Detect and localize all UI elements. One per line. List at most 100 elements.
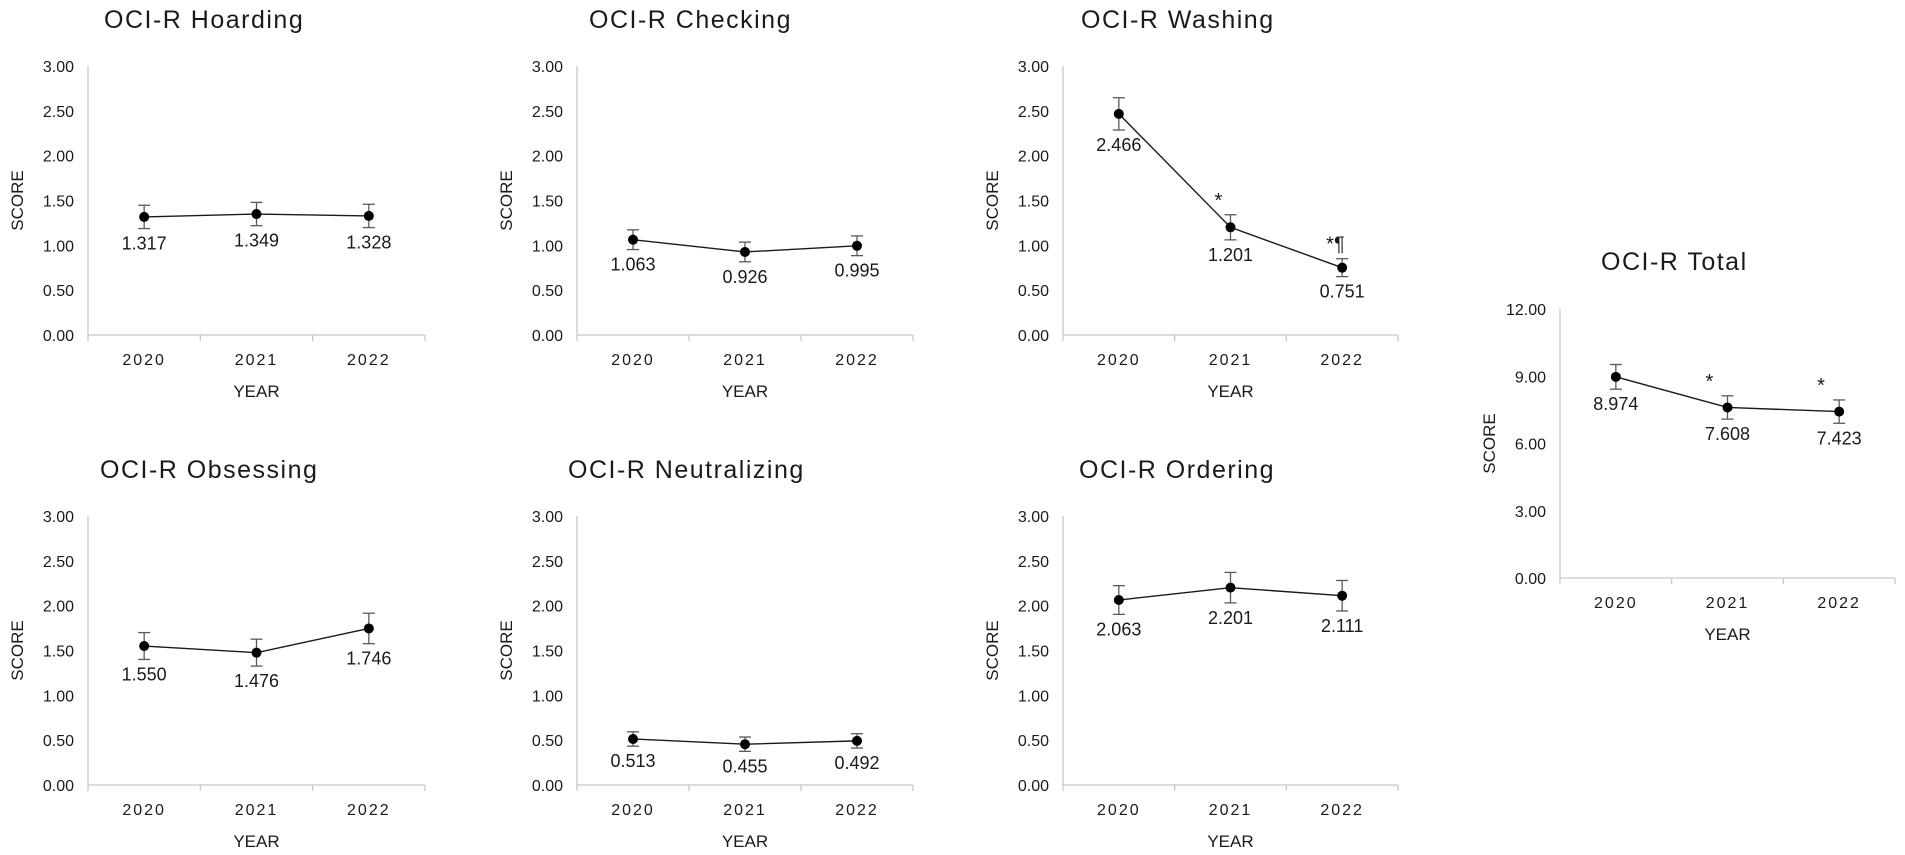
x-tick-label: 2022 (835, 352, 879, 369)
chart-neutralizing: OCI-R Neutralizing 0.00 0.50 1.00 1.50 2.00 2.… (497, 456, 914, 851)
y-tick-label: 0.50 (43, 733, 74, 750)
chart-title: OCI-R Obsessing (100, 456, 318, 484)
data-point (363, 623, 374, 634)
chart-checking: OCI-R Checking 0.00 0.50 1.00 1.50 2.00 2.50 3.… (497, 6, 914, 401)
y-tick-label: 0.50 (1018, 283, 1049, 300)
x-axis-title: YEAR (722, 832, 768, 851)
significance-marker: * (1817, 375, 1825, 397)
data-label: 1.550 (122, 664, 167, 684)
x-tick-label: 2020 (611, 802, 655, 819)
data-label: 0.926 (722, 267, 767, 287)
y-tick-label: 2.50 (532, 554, 563, 571)
y-tick-label: 0.50 (43, 283, 74, 300)
x-tick-label: 2021 (723, 352, 767, 369)
y-tick-label: 12.00 (1506, 302, 1546, 319)
y-axis-title: SCORE (8, 170, 27, 230)
y-axis-title: SCORE (497, 170, 516, 230)
y-tick-label: 1.00 (532, 238, 563, 255)
significance-marker: * (1706, 371, 1714, 393)
y-tick-label: 3.00 (532, 59, 563, 76)
chart-title: OCI-R Total (1601, 248, 1748, 276)
data-label: 1.063 (610, 255, 655, 275)
y-tick-label: 2.00 (1018, 599, 1049, 616)
y-tick-label: 2.50 (1018, 104, 1049, 121)
y-tick-label: 9.00 (1515, 369, 1546, 386)
x-tick-label: 2022 (1817, 595, 1861, 612)
y-tick-label: 2.00 (532, 599, 563, 616)
data-label: 1.317 (122, 234, 167, 254)
y-tick-label: 0.00 (43, 778, 74, 795)
data-point (1337, 590, 1348, 601)
y-tick-label: 1.00 (532, 688, 563, 705)
significance-marker: *¶ (1326, 234, 1345, 256)
y-tick-label: 1.50 (1018, 644, 1049, 661)
data-point (628, 234, 638, 245)
data-label: 0.751 (1320, 282, 1365, 302)
data-point (852, 240, 862, 251)
y-axis-title: SCORE (497, 620, 516, 680)
y-tick-label: 3.00 (43, 59, 74, 76)
chart-ordering: OCI-R Ordering 0.00 0.50 1.00 1.50 2.00 2.50 3.… (983, 456, 1399, 851)
y-tick-label: 3.00 (1018, 59, 1049, 76)
data-label: 2.201 (1208, 608, 1253, 628)
data-label: 1.746 (346, 649, 391, 669)
y-tick-label: 1.50 (532, 644, 563, 661)
y-tick-label: 1.50 (43, 644, 74, 661)
y-tick-label: 1.00 (43, 688, 74, 705)
x-tick-label: 2021 (235, 352, 279, 369)
chart-title: OCI-R Washing (1081, 6, 1275, 34)
data-point (1610, 371, 1621, 382)
data-point (139, 641, 150, 652)
x-axis-title: YEAR (1704, 625, 1750, 644)
y-axis-title: SCORE (1480, 413, 1499, 473)
data-label: 0.513 (610, 751, 655, 771)
x-tick-label: 2022 (347, 802, 391, 819)
y-tick-label: 3.00 (1018, 509, 1049, 526)
y-tick-label: 3.00 (532, 509, 563, 526)
data-point (1225, 222, 1236, 233)
chart-title: OCI-R Checking (589, 6, 792, 34)
data-label: 2.111 (1321, 616, 1363, 636)
chart-washing: OCI-R Washing 0.00 0.50 1.00 1.50 2.00 2.50 3.0… (983, 6, 1399, 401)
x-axis-title: YEAR (722, 382, 768, 401)
y-tick-label: 1.50 (1018, 194, 1049, 211)
y-tick-label: 0.50 (532, 733, 563, 750)
data-label: 2.466 (1096, 135, 1141, 155)
data-point (1834, 406, 1845, 417)
y-tick-label: 2.00 (43, 599, 74, 616)
x-tick-label: 2021 (235, 802, 279, 819)
data-point (251, 209, 262, 220)
x-axis-title: YEAR (233, 382, 279, 401)
significance-marker: * (1215, 190, 1223, 212)
x-tick-label: 2022 (1320, 802, 1364, 819)
data-point (740, 739, 750, 750)
data-point (740, 246, 750, 257)
x-tick-label: 2020 (1097, 352, 1141, 369)
chart-title: OCI-R Hoarding (104, 6, 304, 34)
y-tick-label: 2.50 (1018, 554, 1049, 571)
y-tick-label: 0.00 (43, 328, 74, 345)
data-label: 0.995 (834, 261, 879, 281)
chart-obsessing: OCI-R Obsessing 0.00 0.50 1.00 1.50 2.00 2.50 3… (8, 456, 426, 851)
chart-title: OCI-R Ordering (1079, 456, 1275, 484)
y-tick-label: 0.00 (1018, 778, 1049, 795)
y-tick-label: 2.00 (43, 149, 74, 166)
data-label: 1.476 (234, 671, 279, 691)
y-tick-label: 0.00 (1018, 328, 1049, 345)
y-tick-label: 2.50 (43, 104, 74, 121)
y-tick-label: 0.00 (532, 328, 563, 345)
y-tick-label: 2.00 (1018, 149, 1049, 166)
data-point (1113, 595, 1124, 606)
y-tick-label: 2.00 (532, 149, 563, 166)
y-tick-label: 1.50 (532, 194, 563, 211)
y-tick-label: 3.00 (1515, 504, 1546, 521)
y-tick-label: 6.00 (1515, 437, 1546, 454)
data-point (1722, 402, 1733, 413)
x-axis-title: YEAR (1207, 382, 1253, 401)
y-tick-label: 2.50 (43, 554, 74, 571)
x-tick-label: 2022 (1320, 352, 1364, 369)
y-tick-label: 0.50 (532, 283, 563, 300)
x-tick-label: 2020 (122, 352, 166, 369)
x-tick-label: 2021 (1209, 352, 1253, 369)
